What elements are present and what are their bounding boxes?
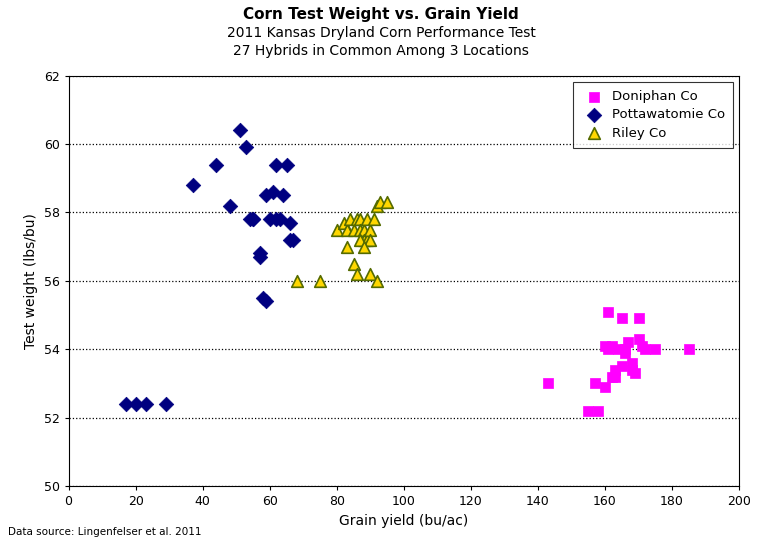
Riley Co	[341, 242, 353, 251]
Doniphan Co	[626, 359, 638, 367]
Riley Co	[371, 276, 383, 285]
Doniphan Co	[599, 341, 611, 350]
Riley Co	[371, 201, 383, 210]
Riley Co	[344, 215, 357, 224]
Pottawatomie Co	[274, 215, 286, 224]
X-axis label: Grain yield (bu/ac): Grain yield (bu/ac)	[339, 514, 469, 528]
Doniphan Co	[606, 341, 618, 350]
Pottawatomie Co	[223, 201, 235, 210]
Riley Co	[367, 215, 379, 224]
Riley Co	[361, 235, 373, 244]
Riley Co	[354, 235, 367, 244]
Doniphan Co	[606, 372, 618, 381]
Doniphan Co	[619, 345, 631, 354]
Legend: Doniphan Co, Pottawatomie Co, Riley Co: Doniphan Co, Pottawatomie Co, Riley Co	[573, 82, 732, 147]
Riley Co	[354, 215, 367, 224]
Pottawatomie Co	[283, 235, 296, 244]
Pottawatomie Co	[240, 143, 252, 152]
Doniphan Co	[683, 345, 695, 354]
Doniphan Co	[609, 372, 621, 381]
Doniphan Co	[629, 369, 642, 377]
Riley Co	[347, 259, 360, 268]
Y-axis label: Test weight (lbs/bu): Test weight (lbs/bu)	[24, 213, 38, 349]
Riley Co	[354, 225, 367, 234]
Text: Data source: Lingenfelser et al. 2011: Data source: Lingenfelser et al. 2011	[8, 527, 201, 537]
Riley Co	[314, 276, 326, 285]
Riley Co	[364, 269, 376, 278]
Riley Co	[357, 225, 370, 234]
Text: 2011 Kansas Dryland Corn Performance Test: 2011 Kansas Dryland Corn Performance Tes…	[226, 26, 536, 40]
Riley Co	[364, 225, 376, 234]
Pottawatomie Co	[254, 253, 266, 261]
Pottawatomie Co	[187, 181, 199, 190]
Doniphan Co	[582, 407, 594, 415]
Pottawatomie Co	[277, 191, 290, 200]
Pottawatomie Co	[280, 160, 293, 169]
Doniphan Co	[609, 366, 621, 374]
Riley Co	[341, 225, 353, 234]
Pottawatomie Co	[210, 160, 223, 169]
Riley Co	[290, 276, 303, 285]
Pottawatomie Co	[120, 400, 132, 408]
Riley Co	[347, 225, 360, 234]
Doniphan Co	[632, 314, 645, 323]
Riley Co	[351, 215, 363, 224]
Riley Co	[338, 218, 350, 227]
Pottawatomie Co	[130, 400, 142, 408]
Pottawatomie Co	[261, 191, 273, 200]
Pottawatomie Co	[257, 294, 269, 302]
Text: 27 Hybrids in Common Among 3 Locations: 27 Hybrids in Common Among 3 Locations	[233, 44, 529, 58]
Pottawatomie Co	[247, 215, 259, 224]
Doniphan Co	[619, 348, 631, 357]
Pottawatomie Co	[287, 235, 299, 244]
Doniphan Co	[589, 379, 601, 388]
Riley Co	[364, 235, 376, 244]
Doniphan Co	[616, 362, 628, 370]
Pottawatomie Co	[247, 215, 259, 224]
Doniphan Co	[649, 345, 661, 354]
Riley Co	[331, 225, 343, 234]
Pottawatomie Co	[139, 400, 152, 408]
Pottawatomie Co	[160, 400, 172, 408]
Pottawatomie Co	[233, 126, 245, 134]
Doniphan Co	[613, 345, 625, 354]
Doniphan Co	[602, 307, 614, 316]
Riley Co	[351, 269, 363, 278]
Riley Co	[374, 198, 386, 206]
Riley Co	[357, 242, 370, 251]
Riley Co	[381, 198, 393, 206]
Doniphan Co	[542, 379, 554, 388]
Doniphan Co	[616, 314, 628, 323]
Doniphan Co	[636, 341, 648, 350]
Doniphan Co	[602, 345, 614, 354]
Pottawatomie Co	[267, 187, 279, 196]
Riley Co	[357, 235, 370, 244]
Riley Co	[361, 215, 373, 224]
Pottawatomie Co	[261, 297, 273, 306]
Pottawatomie Co	[254, 249, 266, 258]
Pottawatomie Co	[244, 215, 256, 224]
Doniphan Co	[632, 335, 645, 343]
Pottawatomie Co	[271, 215, 283, 224]
Text: Corn Test Weight vs. Grain Yield: Corn Test Weight vs. Grain Yield	[243, 6, 519, 22]
Pottawatomie Co	[271, 160, 283, 169]
Doniphan Co	[623, 338, 635, 347]
Doniphan Co	[592, 407, 604, 415]
Doniphan Co	[626, 366, 638, 374]
Pottawatomie Co	[264, 215, 276, 224]
Pottawatomie Co	[283, 218, 296, 227]
Doniphan Co	[639, 345, 652, 354]
Doniphan Co	[599, 382, 611, 391]
